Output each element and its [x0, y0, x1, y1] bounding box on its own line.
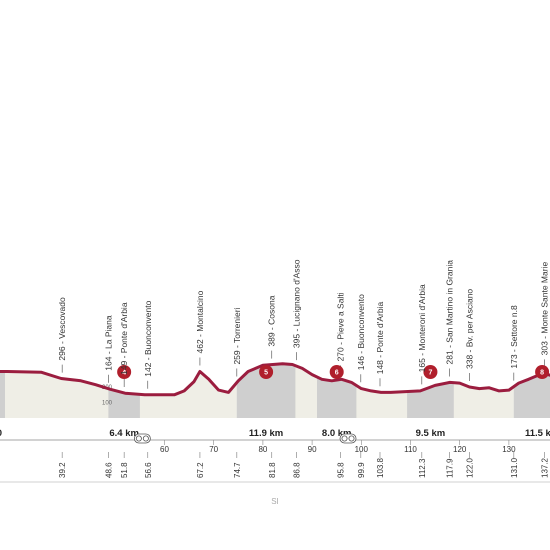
town-label: 281 - San Martino in Grania — [444, 260, 454, 365]
sector-badge-number: 8 — [540, 370, 544, 377]
distance-axis-tick-label: 120 — [453, 445, 467, 454]
profile-line-layer — [0, 362, 550, 397]
checkpoint-km-label: 48.6 — [104, 462, 113, 478]
sector-band — [108, 388, 140, 418]
town-label: 259 - Torrenieri — [232, 307, 242, 364]
sector-badge — [259, 365, 274, 379]
town-label: 296 - Vescovado — [57, 297, 67, 361]
sector-badge-number: 5 — [264, 370, 268, 377]
sector-badge-number: 6 — [335, 370, 339, 377]
town-labels-layer: 296 - Vescovado 164 - La Piana 149 - Ponte… — [57, 259, 549, 377]
checkpoint-km-label: 117.9 — [445, 458, 454, 478]
checkpoint-km-label: 131.0 — [510, 457, 519, 478]
sector-badges-layer: 456789101112 — [117, 365, 550, 379]
town-label: 173 - Settore n.8 — [509, 305, 519, 369]
checkpoint-km-label: 122.0 — [466, 457, 475, 478]
distance-axis-tick-label: 100 — [355, 445, 369, 454]
sector-band — [317, 376, 357, 418]
checkpoint-km-label: 74.7 — [233, 462, 242, 478]
railway-crossing-frame — [339, 433, 357, 444]
distance-axis-layer: 60708090100110120130140150160170180 — [0, 439, 550, 454]
footer-code: SI — [271, 497, 279, 506]
sector-length-label: 9.5 km — [416, 428, 446, 439]
sector-badge-number: 4 — [122, 370, 126, 377]
sector-badge — [423, 365, 438, 379]
town-label: 164 - La Piana — [103, 315, 113, 371]
checkpoint-km-label: 39.2 — [58, 462, 67, 478]
checkpoint-km-label: 81.8 — [268, 462, 277, 478]
sector-badge — [535, 365, 550, 379]
town-label: 146 - Buonconvento — [356, 294, 366, 370]
sector-length-label-edge: 0 — [0, 428, 2, 439]
checkpoint-ticks-layer — [61, 350, 545, 458]
town-label: 165 - Monteroni d'Arbia — [417, 284, 427, 372]
town-label: 395 - Lucignano d'Asso — [291, 259, 301, 348]
checkpoint-km-label: 95.8 — [337, 462, 346, 478]
town-label: 142 - Buonconvento — [143, 300, 153, 376]
elevation-profile-line — [0, 362, 550, 397]
town-label: 462 - Montalcino — [195, 290, 205, 353]
distance-axis-tick-label: 60 — [160, 445, 169, 454]
distance-axis-tick-label: 80 — [258, 445, 267, 454]
sector-band-edge — [0, 371, 5, 418]
railway-crossing-left-circle — [135, 435, 142, 442]
sector-length-label: 11.9 km — [249, 428, 283, 439]
altitude-tick-label: 100 — [102, 401, 113, 407]
checkpoint-km-label: 86.8 — [292, 462, 301, 478]
sector-band — [513, 373, 550, 418]
sector-length-label: 6.4 km — [109, 428, 139, 439]
town-label: 303 - Monte Sante Marie — [539, 262, 549, 356]
checkpoint-km-label: 51.8 — [120, 462, 129, 478]
checkpoint-km-label: 99.9 — [357, 462, 366, 478]
checkpoint-km-label: 112.3 — [418, 458, 427, 478]
checkpoint-km-label: 137.2 — [540, 457, 549, 478]
railway-crossing-left-circle — [341, 435, 348, 442]
railway-crossings-layer — [133, 433, 357, 444]
railway-crossing-frame — [133, 433, 151, 444]
distance-axis-tick-label: 90 — [308, 445, 317, 454]
distance-axis-tick-label: 130 — [502, 445, 516, 454]
town-label: 389 - Cosona — [267, 295, 277, 346]
checkpoint-km-labels-layer: 39.2 48.6 51.8 56.6 67.2 74.7 81.8 86.8 95.8 99.9… — [58, 457, 549, 478]
sector-badge — [117, 365, 132, 379]
distance-axis-tick-label: 70 — [209, 445, 218, 454]
sector-band — [236, 363, 296, 418]
sector-length-label: 8.0 km — [322, 428, 352, 439]
sector-length-label: 11.5 km — [525, 428, 550, 439]
railway-crossing-icon — [133, 433, 151, 444]
railway-crossing-right-circle — [348, 435, 355, 442]
sector-badge — [329, 365, 344, 379]
railway-crossing-icon — [339, 433, 357, 444]
town-label: 338 - Bv. per Asciano — [465, 289, 475, 369]
checkpoint-km-label: 56.6 — [144, 462, 153, 478]
town-label: 148 - Ponte d'Arbia — [375, 301, 385, 374]
town-label: 149 - Ponte d'Arbia — [119, 302, 129, 375]
sector-badge-number: 7 — [428, 370, 432, 377]
checkpoint-km-label: 67.2 — [196, 462, 205, 478]
distance-axis-tick-label: 110 — [404, 445, 417, 454]
sector-bands-layer — [0, 363, 550, 418]
checkpoint-km-label: 103.8 — [376, 457, 385, 478]
railway-crossing-right-circle — [142, 435, 149, 442]
town-label: 270 - Pieve a Salti — [336, 292, 346, 361]
